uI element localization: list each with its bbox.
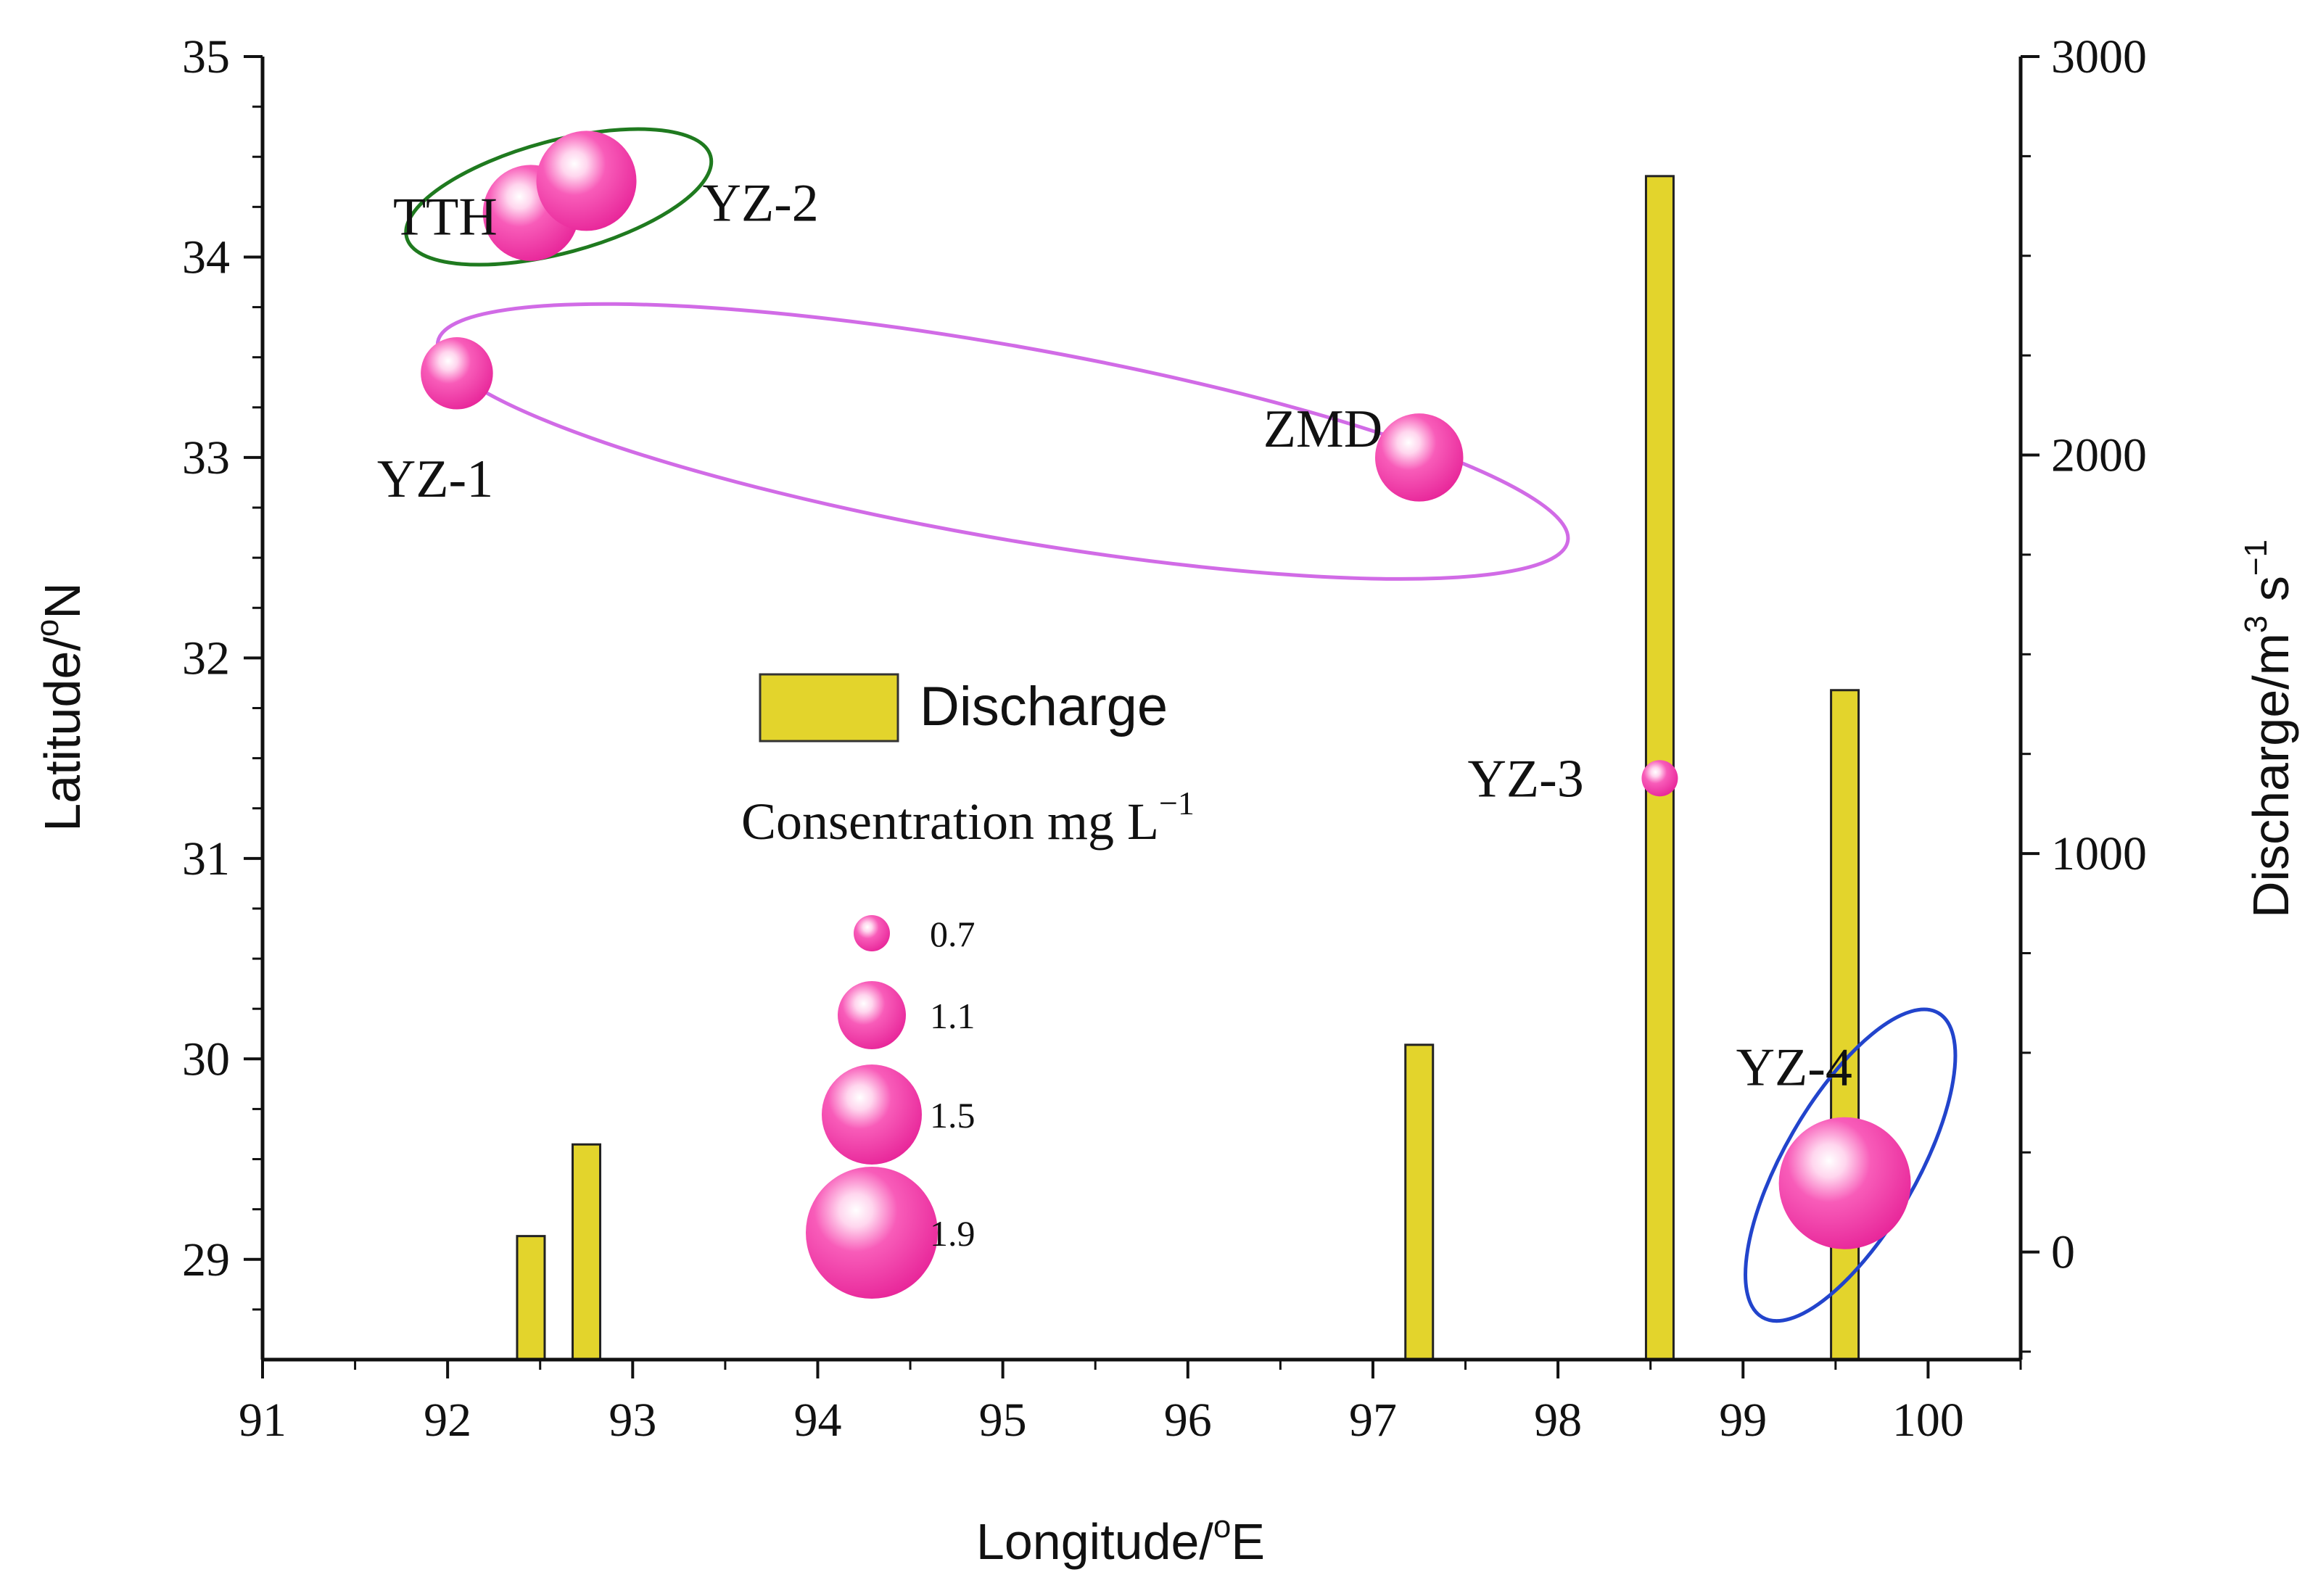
legend-size-label-0: 0.7: [930, 914, 976, 954]
legend-size-bubble-2: [822, 1064, 922, 1165]
legend-size-label-1: 1.1: [930, 996, 976, 1036]
legend: Discharge Consentration mg L−1 0.7 1.1 1.5…: [741, 673, 1195, 1299]
x-tick-label-0: 91: [239, 1394, 286, 1447]
legend-size-title: Consentration mg L−1: [741, 785, 1195, 851]
y-left-tick-label-1: 30: [182, 1033, 230, 1086]
bubble-label-yz-2: YZ-2: [703, 173, 819, 233]
bubble-label-yz-1: YZ-1: [377, 450, 493, 509]
x-tick-label-2: 93: [609, 1394, 656, 1447]
y-left-tick-label-6: 35: [182, 30, 230, 83]
y-left-tick-label-2: 31: [182, 832, 230, 885]
x-tick-label-1: 92: [424, 1394, 471, 1447]
ellipse-group-yz1-zmd: [435, 302, 1570, 581]
y-axis-right-title: Discharge/m3 s−1: [2238, 539, 2299, 918]
y-left-tick-label-0: 29: [182, 1233, 230, 1286]
bubble-label-yz-3: YZ-3: [1467, 749, 1583, 809]
bubble-label-yz-4: YZ-4: [1736, 1038, 1852, 1098]
bubble-label-tth: TTH: [393, 188, 498, 247]
x-tick-label-6: 97: [1349, 1394, 1397, 1447]
x-tick-label-8: 99: [1719, 1394, 1767, 1447]
legend-size-bubble-3: [806, 1167, 938, 1299]
y-right-tick-label-3: 3000: [2051, 30, 2147, 83]
x-tick-label-5: 96: [1164, 1394, 1212, 1447]
legend-size-bubble-1: [838, 981, 906, 1049]
y-left-tick-label-3: 32: [182, 632, 230, 685]
bubble-yz-1: [421, 337, 493, 410]
bubble-zmd: [1374, 413, 1464, 502]
ellipse-group-tth-yz2: [404, 127, 714, 267]
x-tick-label-3: 94: [793, 1394, 841, 1447]
x-tick-label-9: 100: [1892, 1394, 1964, 1447]
legend-size-bubble-0: [854, 915, 890, 951]
y-right-tick-label-1: 1000: [2051, 827, 2147, 880]
y-left-tick-label-5: 34: [182, 231, 230, 284]
axis-ticks: 91 92 93 94 95 96 97 98 99 100 29 30 31 32 33 34 35 0 1000…: [182, 30, 2147, 1447]
discharge-bar-4: [1830, 689, 1860, 1361]
legend-size-items: 0.7 1.1 1.5 1.9: [806, 914, 976, 1299]
discharge-bar-2: [1404, 1043, 1435, 1361]
y-axis-left-title: Latitude/oN: [30, 582, 91, 832]
legend-discharge-swatch: [759, 673, 899, 743]
legend-discharge-label: Discharge: [920, 676, 1168, 737]
bubble-yz-4: [1778, 1117, 1911, 1249]
discharge-bar-1: [572, 1143, 602, 1361]
legend-size-label-3: 1.9: [930, 1213, 976, 1254]
concentration-bubbles: TTH YZ-2 YZ-1 ZMD YZ-3 YZ-4: [377, 131, 1911, 1249]
x-axis-title: Longitude/oE: [976, 1509, 1265, 1570]
discharge-bar-0: [516, 1235, 546, 1361]
bubble-yz-3: [1641, 760, 1678, 797]
x-tick-label-4: 95: [979, 1394, 1027, 1447]
x-tick-label-7: 98: [1534, 1394, 1582, 1447]
bubble-yz-2: [536, 131, 637, 231]
y-left-tick-label-4: 33: [182, 431, 230, 484]
group-ellipses: [404, 127, 1958, 1323]
y-right-tick-label-2: 2000: [2051, 429, 2147, 482]
bubble-label-zmd: ZMD: [1263, 400, 1382, 459]
legend-size-label-2: 1.5: [930, 1095, 976, 1136]
y-right-tick-label-0: 0: [2051, 1226, 2075, 1279]
